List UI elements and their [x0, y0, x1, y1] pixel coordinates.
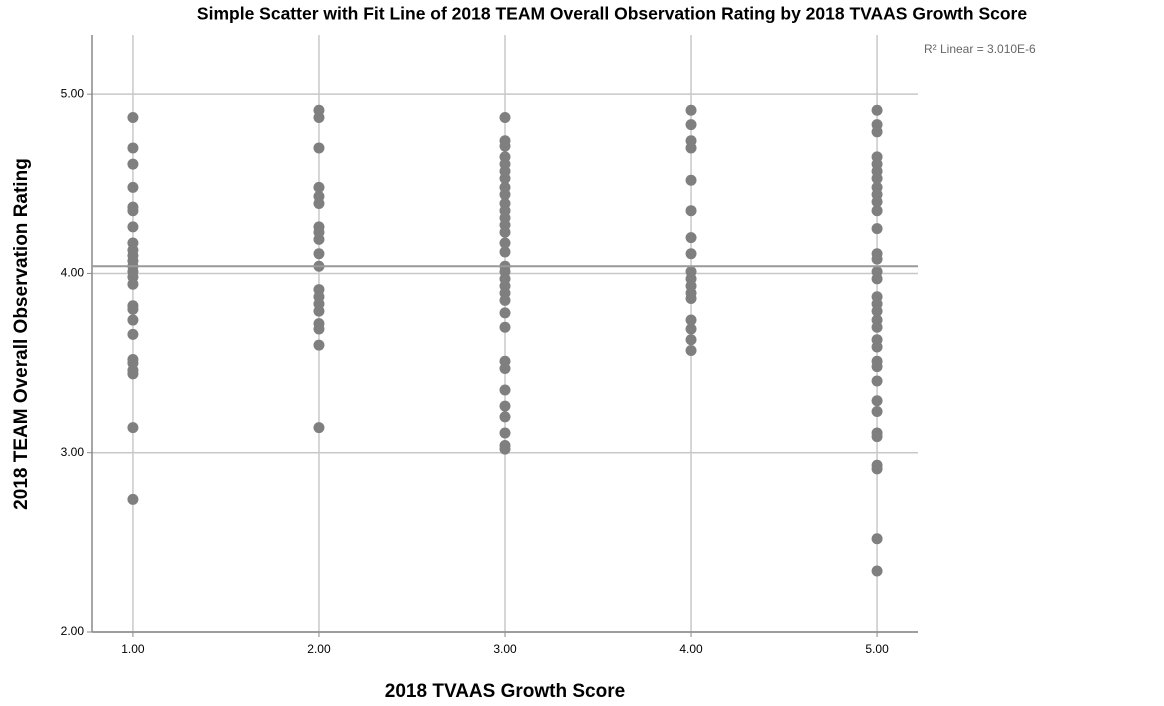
point	[127, 422, 139, 434]
point	[499, 427, 511, 439]
point	[313, 198, 325, 210]
point	[871, 172, 883, 184]
point	[871, 196, 883, 208]
point	[685, 232, 697, 244]
y-axis-label: 2018 TEAM Overall Observation Rating	[11, 158, 32, 510]
point	[499, 140, 511, 152]
point	[127, 328, 139, 340]
point	[871, 205, 883, 217]
point	[871, 273, 883, 285]
point	[871, 361, 883, 373]
point	[499, 400, 511, 412]
point	[313, 248, 325, 260]
point	[499, 411, 511, 423]
point	[313, 181, 325, 193]
point	[685, 323, 697, 335]
point	[685, 248, 697, 260]
point	[499, 246, 511, 258]
point	[871, 565, 883, 577]
point	[871, 341, 883, 353]
point	[499, 111, 511, 123]
y-tick-label: 2.00	[61, 624, 85, 638]
point	[685, 314, 697, 326]
point	[499, 226, 511, 238]
point	[499, 307, 511, 319]
point	[127, 278, 139, 290]
point	[313, 422, 325, 434]
point	[313, 111, 325, 123]
point	[127, 111, 139, 123]
y-tick-label: 3.00	[61, 445, 85, 459]
x-tick-label: 2.00	[307, 642, 331, 656]
point	[313, 323, 325, 335]
point	[871, 533, 883, 545]
chart-title: Simple Scatter with Fit Line of 2018 TEA…	[197, 4, 1027, 24]
y-tick-label: 4.00	[61, 266, 85, 280]
point	[685, 119, 697, 131]
x-tick-label: 1.00	[121, 642, 145, 656]
point	[499, 237, 511, 249]
point	[127, 368, 139, 380]
point	[871, 395, 883, 407]
point	[871, 431, 883, 443]
point	[685, 293, 697, 305]
point	[685, 174, 697, 186]
point	[313, 142, 325, 154]
x-tick-label: 3.00	[493, 642, 517, 656]
point	[871, 305, 883, 317]
y-tick-label: 5.00	[61, 86, 85, 100]
point	[685, 334, 697, 346]
point	[871, 375, 883, 387]
x-tick-label: 4.00	[679, 642, 703, 656]
point	[313, 233, 325, 245]
point	[127, 158, 139, 170]
point	[127, 142, 139, 154]
r-squared-annotation: R² Linear = 3.010E-6	[924, 42, 1036, 56]
x-axis-label: 2018 TVAAS Growth Score	[385, 681, 625, 702]
point	[499, 189, 511, 201]
point	[685, 205, 697, 217]
point	[871, 104, 883, 116]
point	[685, 142, 697, 154]
point	[871, 223, 883, 235]
point	[871, 405, 883, 417]
point	[313, 339, 325, 351]
point	[499, 294, 511, 306]
point	[871, 463, 883, 475]
point	[499, 321, 511, 333]
point	[127, 493, 139, 505]
point	[685, 345, 697, 357]
point	[871, 126, 883, 138]
point	[871, 253, 883, 265]
point	[499, 384, 511, 396]
point	[127, 303, 139, 315]
point	[871, 321, 883, 333]
point	[499, 443, 511, 455]
point	[127, 205, 139, 217]
point	[685, 104, 697, 116]
point	[499, 172, 511, 184]
point	[499, 362, 511, 374]
point	[127, 314, 139, 326]
point	[127, 181, 139, 193]
point	[313, 305, 325, 317]
x-tick-label: 5.00	[865, 642, 889, 656]
point	[127, 221, 139, 233]
